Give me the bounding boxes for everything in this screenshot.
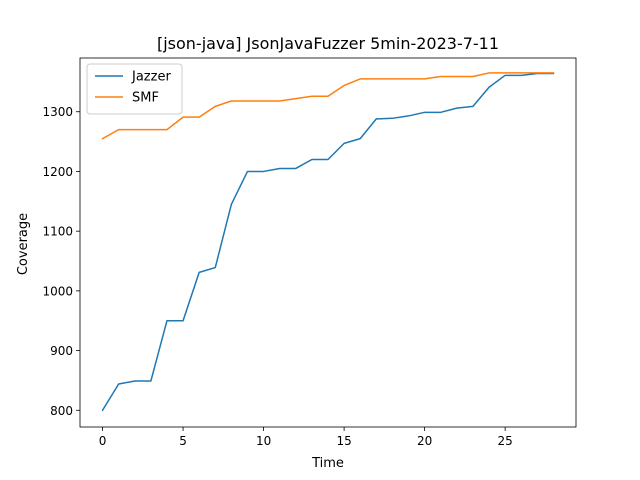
y-tick-label: 1200 xyxy=(42,165,73,179)
plot-area: 0 5 10 15 20 25 800 900 1000 1100 1200 1300 xyxy=(42,57,577,448)
x-tick-label: 0 xyxy=(99,434,107,448)
y-tick-label: 1100 xyxy=(42,225,73,239)
y-tick-label: 800 xyxy=(50,404,73,418)
x-tick-label: 25 xyxy=(498,434,513,448)
y-tick-label: 1000 xyxy=(42,284,73,298)
x-axis-label: Time xyxy=(311,456,344,471)
x-tick-label: 15 xyxy=(336,434,351,448)
series-line-jazzer xyxy=(101,72,555,412)
chart-title: [json-java] JsonJavaFuzzer 5min-2023-7-1… xyxy=(157,34,499,53)
x-tick-label: 5 xyxy=(179,434,187,448)
x-tick-label: 10 xyxy=(256,434,271,448)
legend: Jazzer SMF xyxy=(86,63,183,115)
legend-label-jazzer: Jazzer xyxy=(131,70,171,85)
y-tick-label: 900 xyxy=(50,344,73,358)
x-tick-label: 20 xyxy=(417,434,432,448)
axes-frame xyxy=(79,57,577,428)
legend-label-smf: SMF xyxy=(132,91,159,106)
y-axis-label: Coverage xyxy=(16,213,31,275)
y-tick-label: 1300 xyxy=(42,105,73,119)
series-line-smf xyxy=(101,72,555,140)
